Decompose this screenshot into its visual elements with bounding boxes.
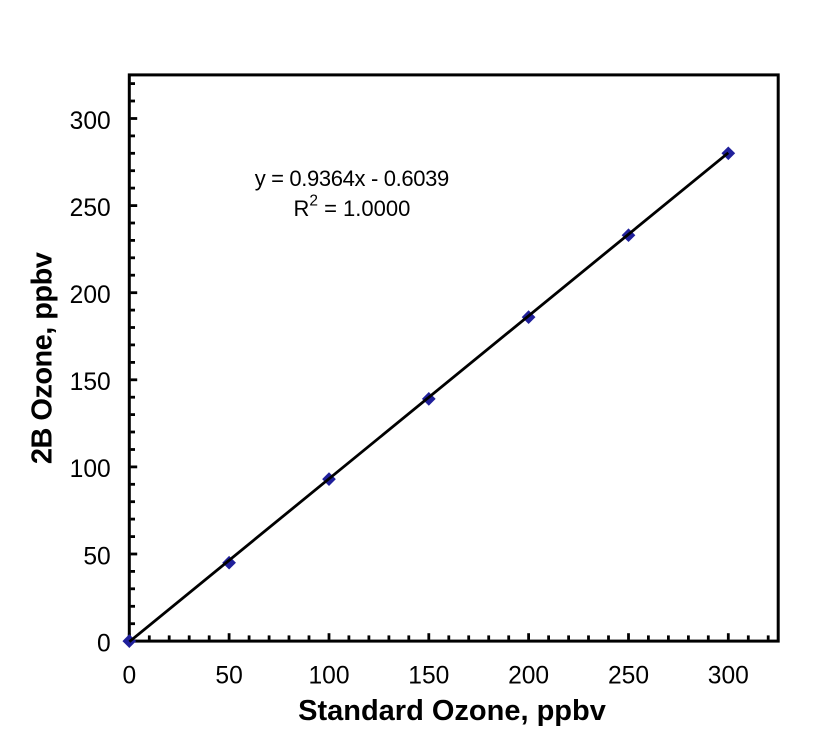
svg-text:300: 300 (708, 662, 749, 689)
svg-text:0: 0 (122, 662, 136, 689)
svg-text:200: 200 (508, 662, 549, 689)
svg-text:200: 200 (70, 282, 111, 309)
svg-text:2B Ozone, ppbv: 2B Ozone, ppbv (27, 252, 59, 464)
svg-text:150: 150 (70, 369, 111, 396)
svg-text:300: 300 (70, 108, 111, 135)
svg-text:250: 250 (70, 195, 111, 222)
svg-text:Standard Ozone, ppbv: Standard Ozone, ppbv (298, 695, 606, 727)
svg-text:50: 50 (83, 543, 110, 570)
svg-text:100: 100 (308, 662, 349, 689)
svg-text:50: 50 (215, 662, 242, 689)
svg-text:250: 250 (608, 662, 649, 689)
svg-text:100: 100 (70, 456, 111, 483)
svg-text:150: 150 (408, 662, 449, 689)
svg-text:0: 0 (97, 630, 111, 657)
svg-text:y = 0.9364x - 0.6039: y = 0.9364x - 0.6039 (255, 166, 449, 191)
